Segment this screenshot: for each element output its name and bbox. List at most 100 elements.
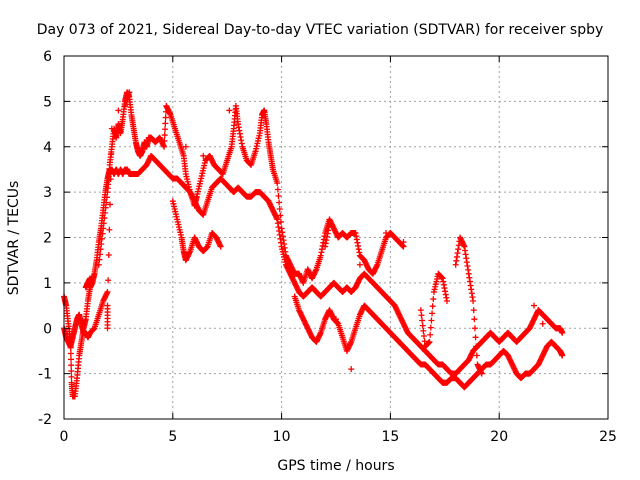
data-point: [162, 126, 169, 133]
data-point: [68, 362, 75, 369]
data-point: [429, 303, 436, 310]
series-lower: [61, 198, 566, 391]
data-series: [61, 89, 566, 400]
data-point: [472, 334, 479, 341]
data-point: [67, 350, 74, 357]
data-point: [101, 215, 108, 222]
x-tick-label: 5: [168, 429, 177, 445]
chart-title: Day 073 of 2021, Sidereal Day-to-day VTE…: [37, 22, 604, 38]
data-point: [115, 107, 122, 114]
data-point: [427, 331, 434, 338]
data-point: [126, 89, 133, 96]
data-point: [102, 204, 109, 211]
data-point: [98, 235, 105, 242]
data-point: [539, 320, 546, 327]
data-point: [162, 120, 169, 127]
data-point: [276, 199, 283, 206]
data-point: [428, 317, 435, 324]
data-point: [473, 352, 480, 359]
data-point: [108, 125, 115, 132]
data-point: [261, 107, 268, 114]
data-point: [226, 107, 233, 114]
data-point: [277, 212, 284, 219]
data-point: [98, 240, 105, 247]
data-point: [100, 220, 107, 227]
y-tick-label: 5: [43, 94, 52, 110]
data-point: [275, 193, 282, 200]
data-point: [430, 296, 437, 303]
y-tick-label: 0: [43, 321, 52, 337]
data-point: [471, 316, 478, 323]
data-point: [105, 277, 112, 284]
data-point: [161, 132, 168, 139]
data-point: [68, 368, 75, 375]
data-point: [427, 324, 434, 331]
data-point: [104, 288, 111, 295]
data-point: [200, 152, 207, 159]
data-point: [97, 251, 104, 258]
data-point: [277, 218, 284, 225]
data-point: [162, 114, 169, 121]
data-point: [96, 256, 103, 263]
data-point: [182, 143, 189, 150]
data-point: [418, 312, 425, 319]
y-tick-label: 1: [43, 276, 52, 292]
data-point: [161, 143, 168, 150]
data-point: [429, 310, 436, 317]
data-point: [87, 275, 94, 282]
data-point: [107, 176, 114, 183]
x-axis-label: GPS time / hours: [277, 458, 394, 474]
data-point: [274, 186, 281, 193]
data-point: [420, 327, 427, 334]
data-point: [100, 225, 107, 232]
x-tick-label: 0: [60, 429, 69, 445]
data-point: [103, 194, 110, 201]
data-point: [165, 107, 172, 114]
data-point: [420, 333, 427, 340]
data-point: [559, 329, 566, 336]
data-point: [99, 230, 106, 237]
data-point: [417, 307, 424, 314]
y-tick-label: 2: [43, 231, 52, 247]
data-point: [470, 298, 477, 305]
data-point: [471, 325, 478, 332]
x-tick-label: 25: [599, 429, 617, 445]
data-point: [102, 209, 109, 216]
data-point: [531, 302, 538, 309]
data-point: [426, 338, 433, 345]
data-point: [470, 307, 477, 314]
data-point: [473, 343, 480, 350]
data-point: [161, 137, 168, 144]
data-point: [443, 298, 450, 305]
data-point: [478, 370, 485, 377]
y-axis-label: SDTVAR / TECUs: [6, 181, 22, 296]
data-point: [356, 261, 363, 268]
data-point: [95, 261, 102, 268]
x-tick-label: 15: [381, 429, 399, 445]
y-tick-label: -1: [38, 367, 52, 383]
data-point: [67, 356, 74, 363]
data-point: [108, 150, 115, 157]
data-point: [68, 373, 75, 380]
data-point: [348, 366, 355, 373]
axis-ticks: 0 5 10 15 20 25 -2 -1 0 1 2 3 4 5 6: [38, 49, 617, 445]
data-point: [333, 316, 339, 323]
data-point: [103, 199, 110, 206]
data-point: [106, 226, 113, 233]
data-point: [400, 239, 407, 246]
data-point: [104, 302, 111, 309]
data-point: [276, 205, 283, 212]
data-point: [105, 252, 112, 259]
data-point: [559, 352, 566, 359]
data-point: [274, 180, 281, 187]
y-tick-label: 3: [43, 185, 52, 201]
data-point: [383, 229, 390, 236]
data-point: [419, 322, 426, 329]
data-point: [97, 246, 104, 253]
data-point: [107, 201, 114, 208]
series-spikes: [82, 89, 546, 377]
x-tick-label: 20: [490, 429, 508, 445]
y-tick-label: 6: [43, 49, 52, 65]
data-point: [217, 243, 224, 250]
